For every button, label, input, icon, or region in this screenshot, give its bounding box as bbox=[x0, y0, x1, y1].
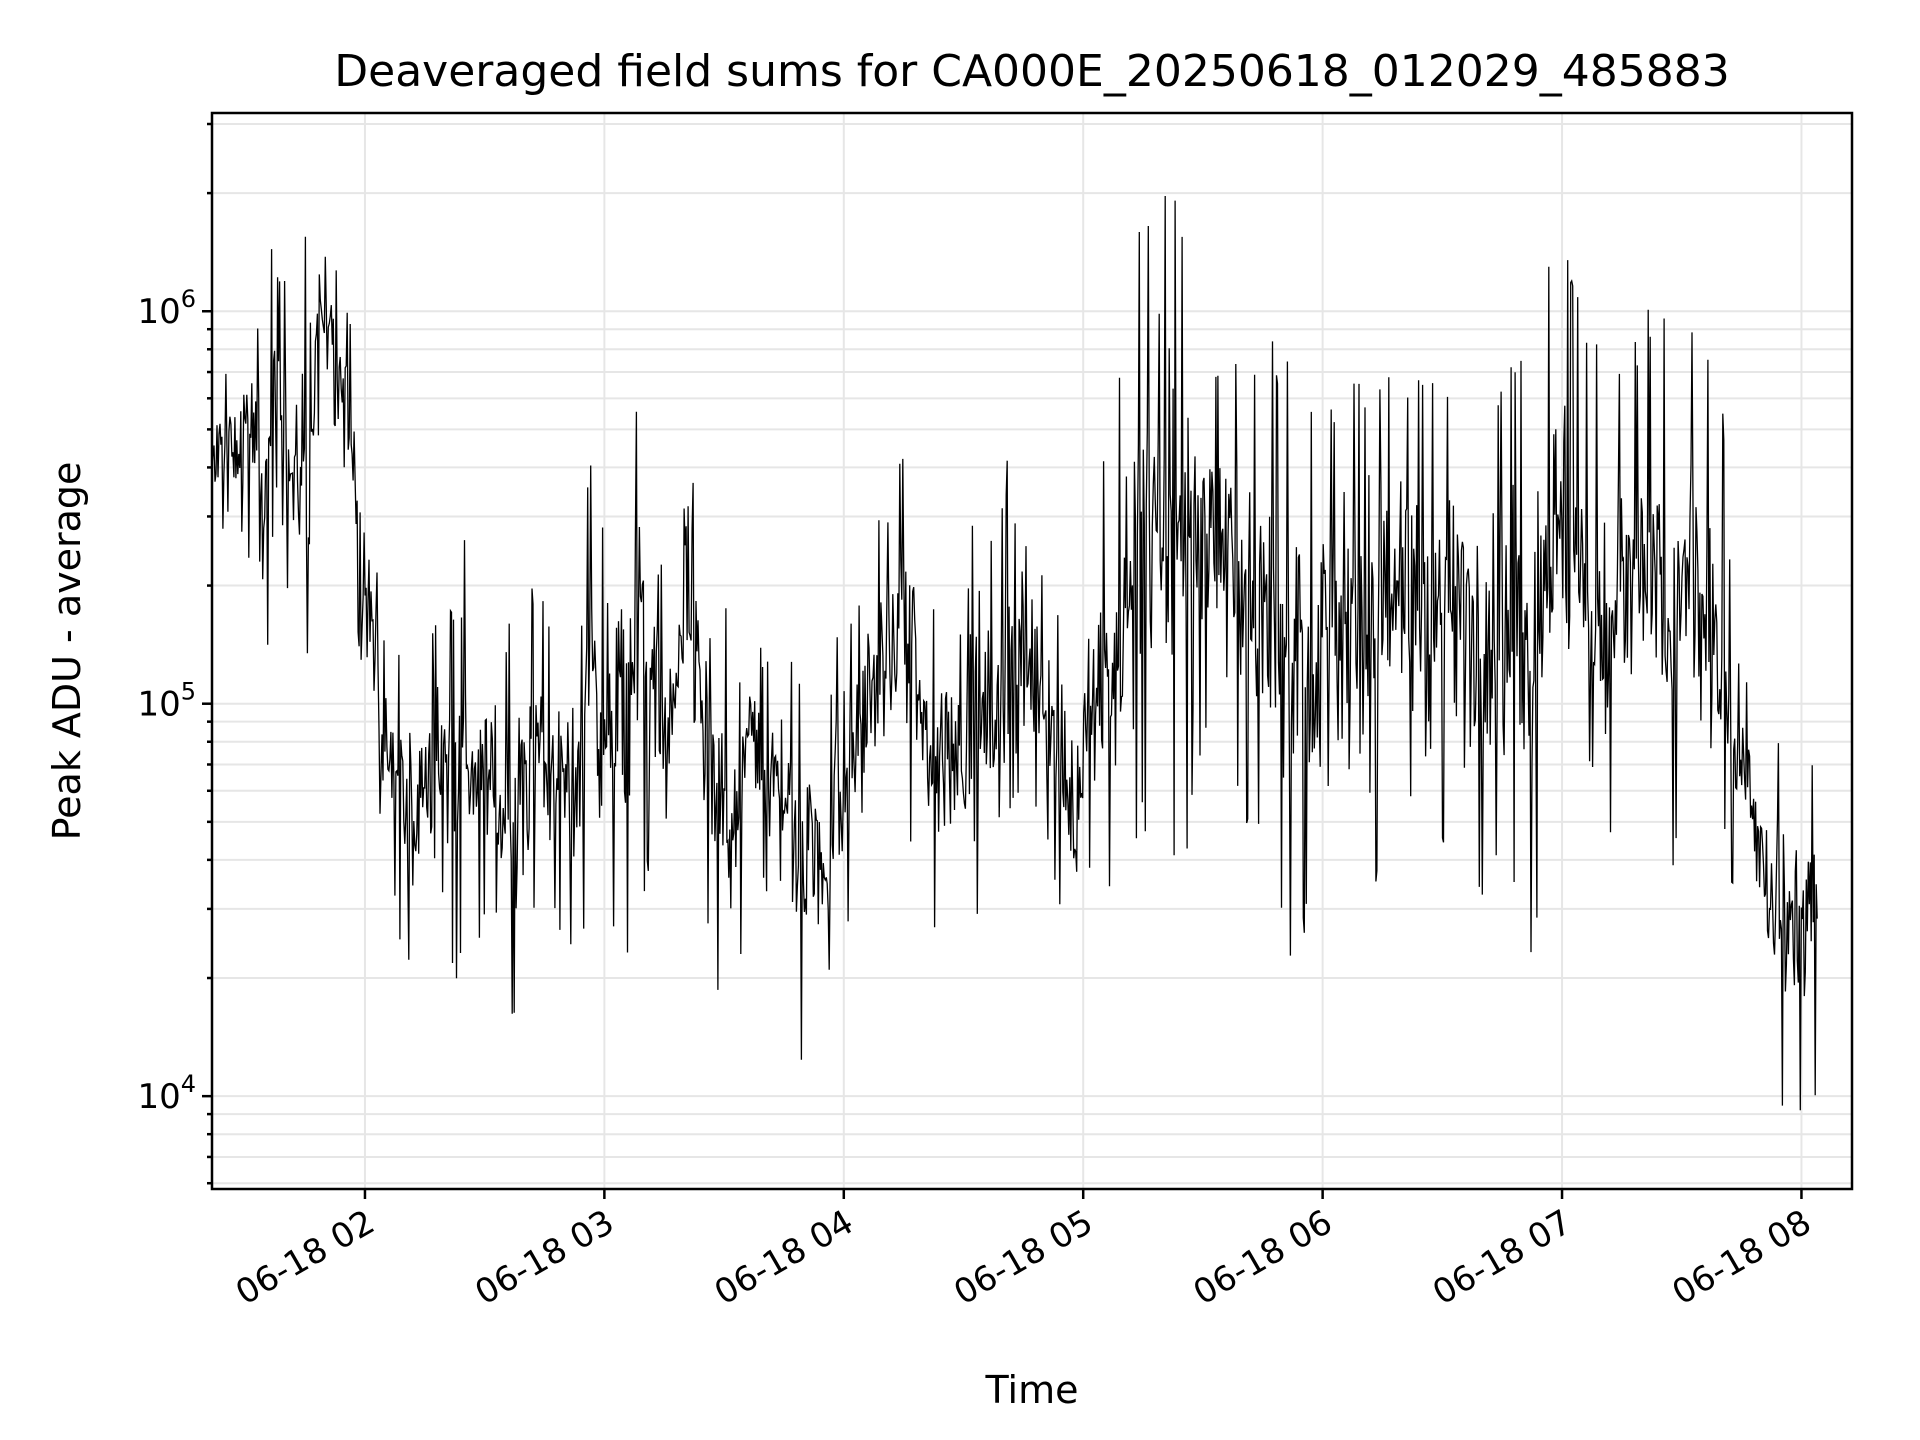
y-tick-label: 106 bbox=[137, 285, 196, 332]
series-line bbox=[211, 195, 1818, 1111]
chart-title: Deaveraged field sums for CA000E_2025061… bbox=[334, 46, 1729, 97]
y-axis: 104 105 106 bbox=[137, 122, 212, 1185]
y-tick-label: 104 bbox=[137, 1070, 196, 1117]
y-axis-label: Peak ADU - average bbox=[45, 462, 89, 841]
x-axis-label: Time bbox=[985, 1368, 1079, 1412]
y-tick-label: 105 bbox=[137, 678, 196, 725]
plot-frame bbox=[210, 111, 1854, 1191]
